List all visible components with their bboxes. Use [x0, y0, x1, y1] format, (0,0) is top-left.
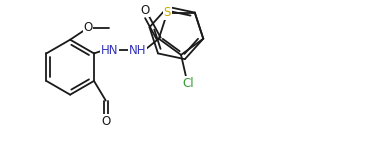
Text: HN: HN	[101, 44, 118, 57]
Text: O: O	[83, 21, 93, 34]
Text: S: S	[164, 6, 171, 19]
Text: O: O	[140, 4, 150, 17]
Text: NH: NH	[129, 44, 146, 57]
Text: Cl: Cl	[182, 77, 194, 90]
Text: O: O	[101, 115, 110, 128]
